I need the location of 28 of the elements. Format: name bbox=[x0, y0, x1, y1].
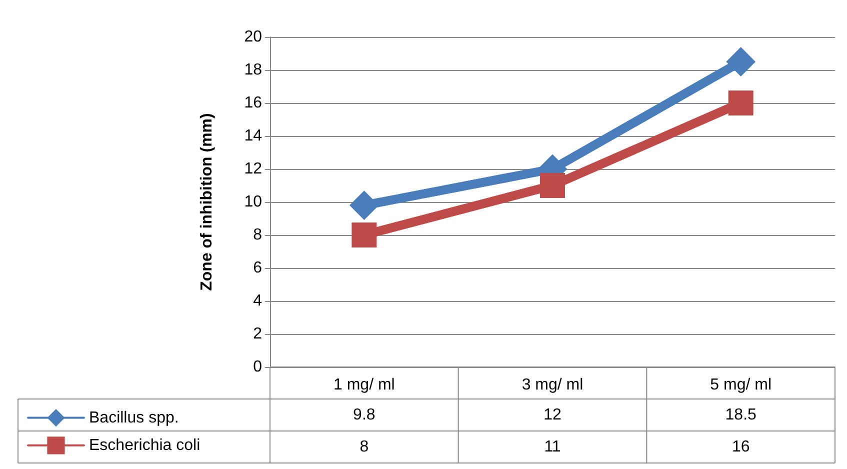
data-label: 8 bbox=[360, 438, 369, 456]
x-tick-label: 3 mg/ ml bbox=[522, 376, 584, 394]
data-label: 16 bbox=[732, 438, 750, 456]
y-axis-title: Zone of inhibition (mm) bbox=[198, 113, 216, 291]
point bbox=[726, 47, 756, 76]
y-tick-label: 8 bbox=[253, 226, 262, 244]
y-tick-label: 2 bbox=[253, 326, 262, 342]
y-tick-label: 14 bbox=[244, 128, 262, 144]
data-label: 9.8 bbox=[353, 406, 376, 424]
y-tick-label: 16 bbox=[244, 94, 262, 112]
y-tick-label: 12 bbox=[244, 160, 262, 178]
y-tick-label: 6 bbox=[253, 260, 262, 276]
point bbox=[540, 173, 565, 198]
x-tick-label: 1 mg/ ml bbox=[333, 376, 395, 394]
point bbox=[728, 90, 754, 116]
y-tick-label: 4 bbox=[253, 292, 262, 310]
point bbox=[352, 222, 377, 248]
point bbox=[350, 190, 379, 220]
y-tick-label: 10 bbox=[244, 194, 262, 210]
y-tick-label: 0 bbox=[253, 358, 262, 376]
data-label: 12 bbox=[544, 406, 562, 424]
y-tick-label: 20 bbox=[244, 28, 262, 46]
legend-label: Escherichia coli bbox=[89, 436, 200, 454]
data-label: 18.5 bbox=[725, 406, 757, 424]
legend-label: Bacillus spp. bbox=[89, 409, 179, 426]
x-tick-label: 5 mg/ ml bbox=[710, 376, 772, 394]
data-label: 11 bbox=[544, 438, 561, 456]
y-tick-label: 18 bbox=[244, 62, 262, 78]
